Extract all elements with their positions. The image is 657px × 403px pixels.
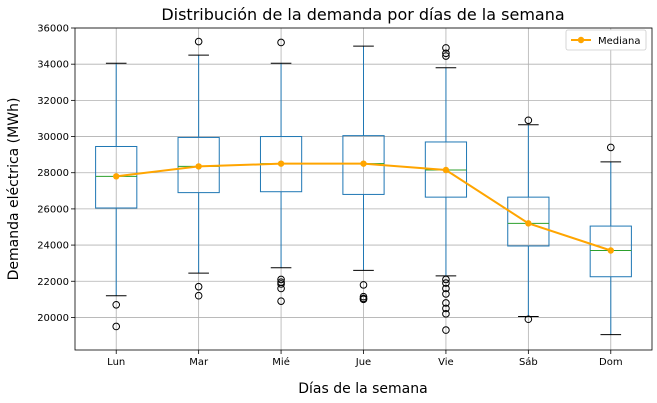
median-line-point [442,166,450,174]
median-line-series [113,160,614,254]
outlier-point [194,37,203,46]
box-Vie [424,44,468,334]
outlier-point [442,275,450,284]
legend-marker-swatch [577,36,585,44]
legend-frame [565,29,647,51]
outlier-point [442,290,450,298]
box-series [95,37,632,336]
x-tick-label: Mié [272,356,290,368]
y-tick-label: 28000 [37,168,69,179]
x-tick-label: Jue [355,357,371,368]
outlier-point [277,297,285,305]
outlier-point [524,116,533,125]
legend-label: Mediana [598,36,641,47]
x-axis-label: Días de la semana [298,381,427,397]
outlier-point [359,281,368,289]
median-line-point [113,173,120,180]
outlier-point [194,291,203,300]
outlier-point [359,295,368,304]
y-axis-ticks: 20000 22000 24000 26000 28000 30000 32000 34000… [37,24,75,324]
y-tick-label: 20000 [37,313,69,324]
y-tick-label: 34000 [37,60,69,71]
outlier-point [442,326,450,334]
box-body [507,196,550,247]
median-line-point [195,163,202,170]
x-tick-label: Lun [107,357,125,368]
outlier-point [442,52,450,60]
outlier-point [524,315,533,324]
outlier-point [442,49,450,58]
outlier-point [194,282,203,291]
x-tick-label: Mar [189,357,209,368]
outlier-point [442,299,450,307]
outlier-point [112,300,121,309]
x-tick-label: Vie [438,357,454,368]
legend: Mediana [565,29,647,51]
outlier-point [442,44,450,52]
box-body [95,145,138,209]
x-tick-label: Sáb [519,356,538,368]
outlier-point [277,284,285,293]
box-Dom [589,143,632,336]
x-axis-ticks: Lun Mar Mié Jue Vie Sáb Dom [107,350,623,368]
median-line-point [277,160,285,167]
y-tick-label: 24000 [37,241,69,252]
chart-title: Distribución de la demanda por días de l… [161,5,564,24]
outlier-point [277,38,285,47]
y-tick-label: 26000 [37,204,69,215]
outlier-point [606,143,615,152]
outlier-point [442,279,450,287]
y-tick-label: 36000 [37,24,69,35]
outlier-point [112,322,121,331]
outlier-point [442,284,450,293]
outlier-point [277,280,285,288]
x-tick-label: Dom [599,357,623,368]
y-tick-label: 30000 [37,132,69,143]
y-axis-label: Demanda eléctrica (MWh) [6,98,22,281]
median-line-point [525,220,532,227]
outlier-point [442,310,450,318]
box-body [589,225,632,278]
y-tick-label: 22000 [37,277,69,288]
median-line-point [360,160,367,167]
outlier-point [277,275,285,284]
median-line-point [607,247,614,254]
outlier-point [442,304,450,313]
y-tick-label: 32000 [37,96,69,107]
